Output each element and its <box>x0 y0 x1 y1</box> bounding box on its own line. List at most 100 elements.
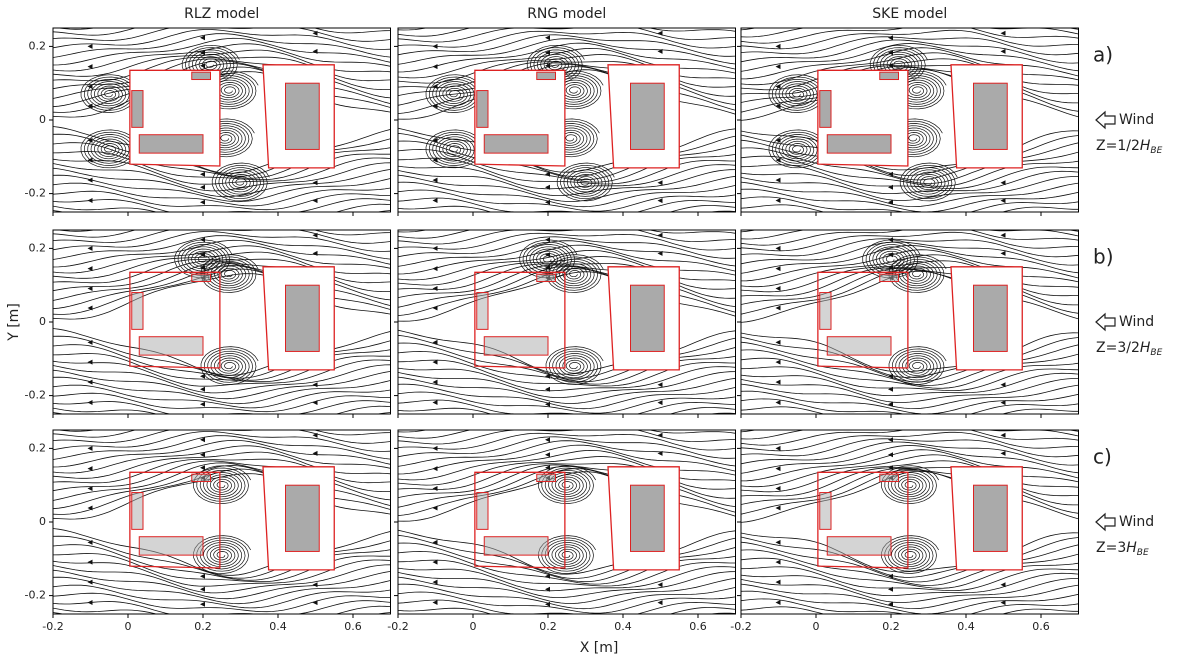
streamline <box>53 221 391 237</box>
building-part <box>820 293 831 330</box>
building-part <box>820 493 831 530</box>
building-part <box>484 135 548 153</box>
height-symbol: H <box>1140 138 1151 154</box>
flow-arrow <box>313 217 318 222</box>
building-part <box>192 274 211 281</box>
streamline <box>398 31 736 48</box>
y-tick-label: 0 <box>39 113 46 126</box>
flow-arrow <box>545 418 550 423</box>
streamline <box>741 607 1079 623</box>
building-core <box>631 83 665 149</box>
x-tick-label: 0.2 <box>539 620 557 633</box>
streamline <box>53 570 391 599</box>
flow-arrow <box>313 582 318 587</box>
flow-arrow <box>888 185 893 190</box>
panel <box>741 414 1079 629</box>
flow-arrow <box>545 221 550 226</box>
flow-arrow <box>776 506 781 511</box>
building-part <box>827 537 891 555</box>
height-symbol: H <box>1126 540 1137 556</box>
flow-arrow <box>88 266 93 271</box>
building-part <box>537 274 556 281</box>
flow-arrow <box>888 418 893 423</box>
flow-arrow <box>545 216 550 221</box>
x-tick-label: 0 <box>125 620 132 633</box>
building-part <box>537 474 556 481</box>
streamline <box>398 343 736 382</box>
wind-arrow <box>1096 314 1115 330</box>
flow-arrow <box>313 619 318 624</box>
height-prefix: Z=1/2 <box>1096 138 1140 154</box>
flow-arrow <box>658 400 663 405</box>
streamline <box>53 204 391 222</box>
flow-arrow <box>433 64 438 69</box>
streamline <box>398 577 736 603</box>
streamline <box>741 469 1079 505</box>
building-core <box>286 285 320 351</box>
streamline <box>398 572 736 598</box>
streamline <box>53 421 391 437</box>
y-tick-label: -0.2 <box>25 389 46 402</box>
flow-arrow <box>888 387 893 392</box>
building-part <box>880 474 899 481</box>
building-part <box>139 537 203 555</box>
streamline <box>398 613 736 629</box>
building-core <box>974 285 1008 351</box>
flow-arrow <box>200 221 205 226</box>
flow-arrow <box>776 466 781 471</box>
flow-arrow <box>313 600 318 605</box>
flow-arrow <box>776 600 781 605</box>
flow-arrow <box>88 400 93 405</box>
streamline <box>398 170 736 196</box>
flow-arrow <box>433 44 438 49</box>
streamline <box>398 384 736 409</box>
flow-arrow <box>888 216 893 221</box>
building-part <box>827 337 891 355</box>
flow-arrow <box>200 402 205 407</box>
flow-arrow <box>888 437 893 442</box>
y-tick-label: -0.2 <box>25 187 46 200</box>
streamline <box>53 175 391 202</box>
y-tick-label: -0.2 <box>25 589 46 602</box>
column-title: RLZ model <box>184 6 259 22</box>
flow-arrow <box>776 64 781 69</box>
building-core <box>286 83 320 149</box>
flow-arrow <box>1001 31 1006 36</box>
building-part <box>880 274 899 281</box>
y-tick-label: 0.2 <box>29 241 47 254</box>
x-tick-label: 0.2 <box>882 620 900 633</box>
panel <box>53 12 391 228</box>
x-tick-label: 0.2 <box>194 620 212 633</box>
flow-arrow <box>776 400 781 405</box>
streamline <box>741 205 1079 221</box>
streamline <box>53 414 391 431</box>
height-prefix: Z=3/2 <box>1096 340 1140 356</box>
panel <box>398 11 736 227</box>
streamline <box>741 414 1079 432</box>
flow-arrow <box>888 452 893 457</box>
x-tick-label: 0.6 <box>1032 620 1050 633</box>
row-label: c) <box>1093 445 1112 469</box>
building-part <box>139 135 203 153</box>
building-part <box>132 493 143 530</box>
streamline <box>741 214 1079 232</box>
flow-arrow <box>888 221 893 226</box>
flow-arrow <box>433 286 438 291</box>
flow-arrow <box>88 600 93 605</box>
building-part <box>484 337 548 355</box>
flow-arrow <box>658 217 663 222</box>
flow-arrow <box>888 35 893 40</box>
flow-arrow <box>776 266 781 271</box>
flow-arrow <box>888 421 893 426</box>
y-tick-label: 0 <box>39 515 46 528</box>
building-part <box>132 293 143 330</box>
flow-arrow <box>88 446 93 451</box>
building-part <box>139 337 203 355</box>
flow-arrow <box>545 437 550 442</box>
height-label: Z=3HBE <box>1096 540 1149 558</box>
wind-label: Wind <box>1119 314 1154 330</box>
building-part <box>820 91 831 128</box>
flow-arrow <box>776 178 781 183</box>
flow-arrow <box>776 340 781 345</box>
flow-arrow <box>313 251 318 256</box>
